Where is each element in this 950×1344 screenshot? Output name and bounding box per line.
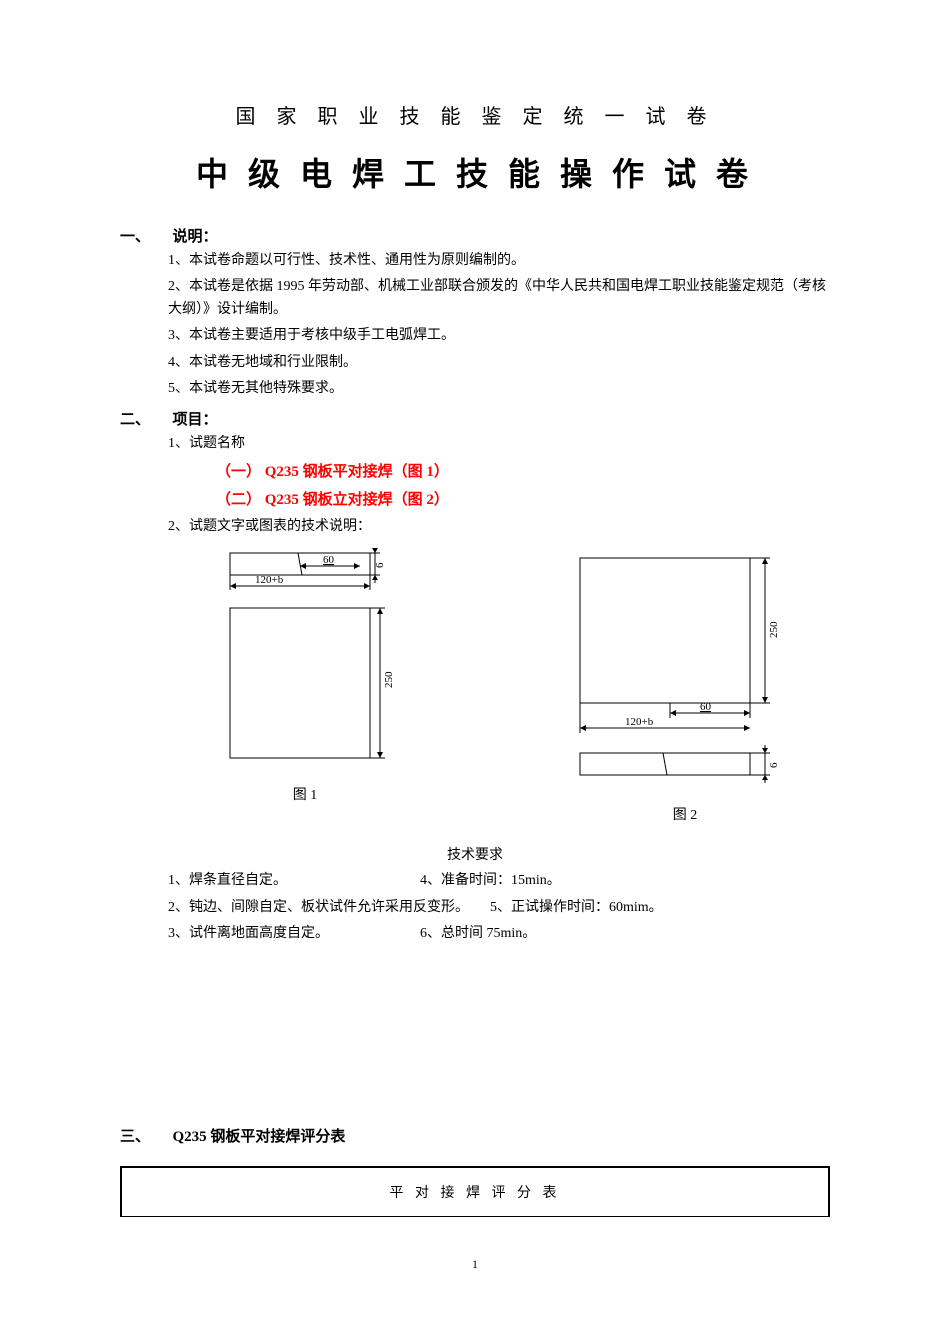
figure-2-svg: 250 60 120+b 6 bbox=[570, 548, 800, 798]
page-number: 1 bbox=[120, 1257, 830, 1272]
section-1-item: 2、本试卷是依据 1995 年劳动部、机械工业部联合颁发的《中华人民共和国电焊工… bbox=[120, 276, 830, 321]
tech-req-title: 技术要求 bbox=[120, 844, 830, 864]
figures-container: 6 60 120+b 250 图 1 bbox=[120, 548, 830, 824]
main-title: 中 级 电 焊 工 技 能 操 作 试 卷 bbox=[120, 149, 830, 195]
dim-120b: 120+b bbox=[255, 574, 284, 586]
dim-6: 6 bbox=[768, 762, 780, 768]
section-2-header: 二、 项目： bbox=[120, 408, 830, 429]
figure-1-label: 图 1 bbox=[200, 784, 410, 804]
section-1-item: 3、本试卷主要适用于考核中级手工电弧焊工。 bbox=[120, 325, 830, 347]
subtitle: 国 家 职 业 技 能 鉴 定 统 一 试 卷 bbox=[120, 100, 830, 129]
section-1-header: 一、 说明： bbox=[120, 225, 830, 246]
section-2-subitem: （一） Q235 钢板平对接焊（图 1） bbox=[120, 460, 830, 484]
dim-250: 250 bbox=[383, 671, 395, 688]
figure-2-label: 图 2 bbox=[570, 804, 800, 824]
dim-60: 60 bbox=[323, 554, 335, 566]
dim-60: 60 bbox=[700, 701, 712, 713]
dim-6: 6 bbox=[374, 562, 386, 568]
dim-250: 250 bbox=[768, 621, 780, 638]
section-2-subitem: （二） Q235 钢板立对接焊（图 2） bbox=[120, 488, 830, 512]
section-1-item: 4、本试卷无地域和行业限制。 bbox=[120, 352, 830, 374]
score-table-title: 平 对 接 焊 评 分 表 bbox=[120, 1166, 830, 1217]
section-1-item: 5、本试卷无其他特殊要求。 bbox=[120, 378, 830, 400]
tech-req-row: 2、钝边、间隙自定、板状试件允许采用反变形。 5、正试操作时间：60mim。 bbox=[120, 897, 830, 919]
dim-120b: 120+b bbox=[625, 716, 654, 728]
tech-req-row: 1、焊条直径自定。 4、准备时间：15min。 bbox=[120, 870, 830, 892]
figure-1-svg: 6 60 120+b 250 bbox=[200, 548, 410, 778]
section-3-header: 三、 Q235 钢板平对接焊评分表 bbox=[120, 1125, 830, 1146]
section-2-item-1: 1、试题名称 bbox=[120, 433, 830, 455]
figure-1: 6 60 120+b 250 图 1 bbox=[200, 548, 410, 824]
section-2-item-2: 2、试题文字或图表的技术说明： bbox=[120, 516, 830, 538]
figure-2: 250 60 120+b 6 图 2 bbox=[570, 548, 800, 824]
tech-req-row: 3、试件离地面高度自定。 6、总时间 75min。 bbox=[120, 923, 830, 945]
section-1-item: 1、本试卷命题以可行性、技术性、通用性为原则编制的。 bbox=[120, 250, 830, 272]
